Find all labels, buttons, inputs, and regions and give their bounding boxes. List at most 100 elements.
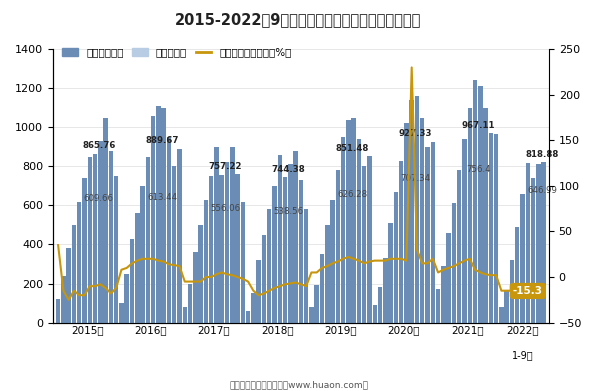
Bar xyxy=(93,203,97,323)
Bar xyxy=(373,311,377,323)
Bar xyxy=(467,164,472,323)
Bar xyxy=(373,305,377,323)
Bar xyxy=(341,190,345,323)
Bar xyxy=(272,186,277,323)
Bar xyxy=(77,235,81,323)
Bar xyxy=(315,297,319,323)
Bar xyxy=(420,172,424,323)
Bar xyxy=(209,219,213,323)
Bar xyxy=(151,116,155,323)
Bar xyxy=(404,182,409,323)
Bar xyxy=(410,163,414,323)
Bar xyxy=(220,214,224,323)
Text: 818.88: 818.88 xyxy=(525,150,559,159)
Bar xyxy=(462,186,467,323)
Text: 756.4: 756.4 xyxy=(466,165,491,174)
Bar xyxy=(151,174,155,323)
Bar xyxy=(378,299,382,323)
Text: 744.38: 744.38 xyxy=(272,165,306,174)
Bar xyxy=(309,313,313,323)
Text: 556.06: 556.06 xyxy=(210,204,241,213)
Bar xyxy=(66,248,71,323)
Bar xyxy=(156,163,161,323)
Bar xyxy=(293,151,298,323)
Bar xyxy=(393,229,398,323)
Bar xyxy=(515,227,519,323)
Bar xyxy=(183,313,187,323)
Bar xyxy=(167,137,171,323)
Bar xyxy=(415,157,419,323)
Bar xyxy=(320,254,324,323)
Bar xyxy=(484,161,488,323)
Text: 1-9月: 1-9月 xyxy=(512,350,533,361)
Bar xyxy=(161,108,166,323)
Bar xyxy=(66,272,71,323)
Bar xyxy=(98,141,103,323)
Bar xyxy=(341,137,345,323)
Bar xyxy=(325,256,330,323)
Bar xyxy=(504,301,509,323)
Bar xyxy=(146,203,150,323)
Bar xyxy=(125,291,129,323)
Bar xyxy=(430,185,435,323)
Bar xyxy=(393,192,398,323)
Bar xyxy=(61,276,66,323)
Bar xyxy=(362,209,367,323)
Text: 927.33: 927.33 xyxy=(399,129,432,138)
Bar xyxy=(230,147,235,323)
Bar xyxy=(214,197,219,323)
Bar xyxy=(161,163,166,323)
Bar xyxy=(356,139,361,323)
Bar xyxy=(135,213,140,323)
Bar xyxy=(272,225,277,323)
Bar xyxy=(246,315,250,323)
Bar xyxy=(494,175,498,323)
Bar xyxy=(103,118,108,323)
Bar xyxy=(261,235,266,323)
Bar xyxy=(488,133,493,323)
Text: 646.99: 646.99 xyxy=(527,186,557,195)
Bar xyxy=(415,96,419,323)
Bar xyxy=(241,201,245,323)
Text: 2015-2022年9月内蒙古房地产投资额及住宅投资额: 2015-2022年9月内蒙古房地产投资额及住宅投资额 xyxy=(176,12,421,27)
Bar xyxy=(452,235,456,323)
Bar xyxy=(383,280,387,323)
Bar xyxy=(56,309,60,323)
Text: 538.56: 538.56 xyxy=(273,208,304,217)
Bar xyxy=(436,289,441,323)
Bar xyxy=(135,248,140,323)
Text: 851.48: 851.48 xyxy=(336,144,369,153)
Bar xyxy=(288,207,293,323)
Bar xyxy=(188,297,192,323)
Bar xyxy=(293,197,298,323)
Bar xyxy=(198,256,203,323)
Bar xyxy=(447,256,451,323)
Bar xyxy=(88,201,92,323)
Bar xyxy=(109,197,113,323)
Bar xyxy=(320,276,324,323)
Bar xyxy=(204,237,208,323)
Bar xyxy=(457,209,461,323)
Text: 609.66: 609.66 xyxy=(84,194,114,203)
Bar xyxy=(420,118,424,323)
Bar xyxy=(336,213,340,323)
Bar xyxy=(288,164,293,323)
Bar xyxy=(220,175,224,323)
Bar xyxy=(510,260,514,323)
Bar xyxy=(267,242,272,323)
Legend: 房地产投资额, 住宅投资额, 房地产投资额增速（%）: 房地产投资额, 住宅投资额, 房地产投资额增速（%） xyxy=(58,43,296,62)
Bar xyxy=(261,262,266,323)
Bar xyxy=(504,291,509,323)
Bar xyxy=(257,260,261,323)
Bar xyxy=(188,283,192,323)
Bar xyxy=(267,209,272,323)
Bar xyxy=(209,176,213,323)
Bar xyxy=(388,223,393,323)
Bar xyxy=(410,100,414,323)
Bar xyxy=(462,139,467,323)
Bar xyxy=(204,199,208,323)
Bar xyxy=(251,293,256,323)
Text: 制图：华经产业研究院（www.huaon.com）: 制图：华经产业研究院（www.huaon.com） xyxy=(229,380,368,389)
Bar xyxy=(525,163,530,323)
Bar xyxy=(298,221,303,323)
